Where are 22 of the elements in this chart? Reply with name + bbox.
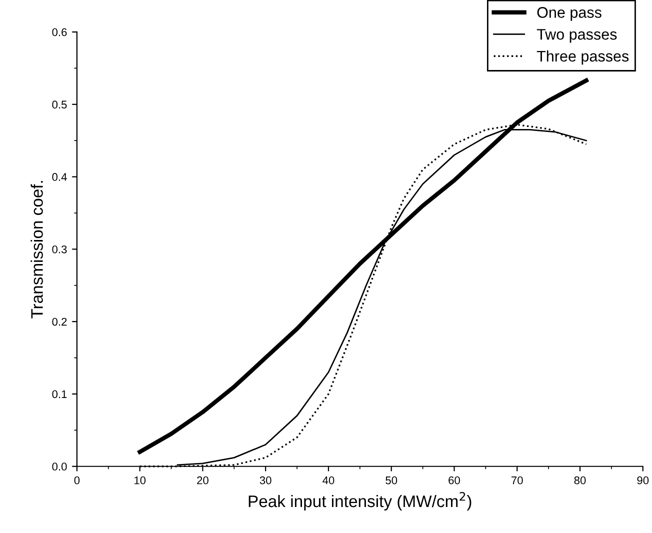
x-tick-label: 30: [260, 476, 272, 484]
y-tick-label: 0.6: [52, 28, 67, 36]
y-tick-label: 0.5: [52, 100, 67, 109]
x-tick-label: 70: [512, 476, 523, 484]
x-tick-label: 80: [574, 476, 586, 484]
x-tick-label: 20: [197, 476, 208, 484]
y-tick-label: 0.4: [52, 173, 67, 181]
x-tick-label: 90: [637, 476, 649, 484]
y-tick-label: 0.1: [52, 390, 67, 398]
y-tick-label: 0.2: [52, 318, 67, 326]
x-tick-label: 0: [74, 476, 80, 484]
y-axis-title: Transmission coef.: [30, 181, 43, 318]
x-tick-label: 50: [386, 476, 398, 484]
y-tick-label: 0.0: [52, 462, 67, 471]
legend-label: One pass: [537, 7, 602, 21]
x-tick-label: 40: [322, 476, 334, 484]
x-tick-label: 10: [134, 476, 146, 484]
x-axis-title: Peak input intensity (MW/cm$^{2}$): [248, 492, 472, 511]
y-tick-label: 0.3: [52, 245, 67, 254]
legend-label: Three passes: [536, 50, 629, 65]
legend-label: Two passes: [536, 29, 617, 43]
x-tick-label: 60: [448, 476, 460, 484]
